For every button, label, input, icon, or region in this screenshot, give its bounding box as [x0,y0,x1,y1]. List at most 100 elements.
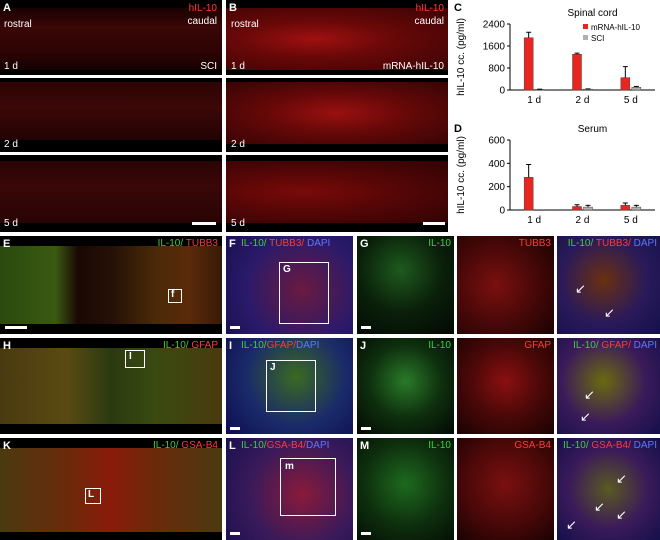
inset-box [279,262,329,324]
x-tick-label: 5 d [624,95,638,106]
panel-b-row1 [226,0,448,75]
panel-j-merge-label: IL-10/ GFAP/ DAPI [573,340,657,351]
channel-label-gfap: GFAP [524,340,551,351]
y-tick-label: 200 [488,182,505,193]
bar-sci [534,209,545,211]
inset-box [125,350,145,368]
panel-i [226,338,353,434]
y-tick-label: 1600 [483,42,506,53]
caudal-label: caudal [414,16,444,27]
inset-box-label: f [171,289,175,300]
panel-h-letter: H [3,340,11,352]
panel-m-letter: M [360,440,370,452]
scale-bar [230,326,240,329]
arrow-icon: ↙ [584,387,595,402]
panel-c-letter: C [454,2,462,14]
panel-j-merge [557,338,660,434]
spinal-cord-section [226,8,448,70]
panel-j-green [357,338,454,434]
channel-label-gsab4: GSA-B4 [514,440,551,451]
y-tick-label: 600 [488,136,505,147]
rostral-label: rostral [231,19,259,30]
hil10-label: hIL-10 [188,3,217,14]
scale-bar [423,222,445,225]
arrow-icon: ↙ [616,471,627,486]
inset-box-label: m [285,461,294,472]
panel-g-red [457,236,554,334]
scale-bar [5,326,27,329]
bar-sci [583,206,593,211]
panel-m-red [457,438,554,540]
panel-g-merge [557,236,660,334]
arrow-icon: ↙ [580,409,591,424]
time-5d-label: 5 d [4,218,18,229]
chart-title: Spinal cord [567,8,617,19]
panel-j-red [457,338,554,434]
x-tick-label: 1 d [527,95,541,106]
panel-a-row2 [0,78,222,152]
scale-bar [192,222,216,225]
bar-mrna [620,205,631,211]
scale-bar [361,532,371,535]
panel-g-green [357,236,454,334]
y-axis-label: hIL-10 cc. (pg/ml) [456,136,467,214]
inset-box-label: L [88,489,95,500]
panel-a-letter: A [3,2,11,14]
panel-d-letter: D [454,123,462,135]
panel-l [226,438,353,540]
panel-e-letter: E [3,238,11,250]
channel-label-tubb3: TUBB3 [518,238,551,249]
channel-label-il10: IL-10 [428,238,451,249]
panel-b-letter: B [229,2,237,14]
spinal-cord-section [0,8,222,70]
caudal-label: caudal [187,16,217,27]
spinal-cord-section [0,348,222,424]
scale-bar [230,427,240,430]
arrow-icon: ↙ [616,507,627,522]
legend-swatch [583,35,588,40]
panel-f-letter: F [229,238,236,250]
panel-g-letter: G [360,238,369,250]
x-tick-label: 5 d [624,215,638,226]
bar-mrna [523,177,534,211]
scale-bar [361,326,371,329]
bar-mrna [523,37,534,91]
time-2d-label: 2 d [231,139,245,150]
channel-label-il10: IL-10 [428,440,451,451]
panel-f [226,236,353,334]
panel-e [0,236,222,334]
panel-e-stain-label: IL-10/ TUBB3 [157,238,218,249]
y-axis-label: hIL-10 cc. (pg/ml) [456,18,467,96]
y-tick-label: 2400 [483,20,506,31]
panel-l-stain-label: IL-10/GSA-B4/DAPI [241,440,330,451]
bar-sci [631,87,642,91]
spinal-cord-section [226,161,448,223]
legend-swatch [583,24,588,29]
panel-l-letter: L [229,440,236,452]
arrow-icon: ↙ [575,281,586,296]
scale-bar [230,532,240,535]
panel-h-stain-label: IL-10/ GFAP [162,340,218,351]
panel-f-stain-label: IL-10/ TUBB3/ DAPI [241,238,331,249]
panel-a-row3 [0,155,222,232]
panel-m-merge-label: IL-10/ GSA-B4/ DAPI [563,440,657,451]
scale-bar [361,427,371,430]
legend-label: mRNA-hIL-10 [591,23,640,32]
panel-k-letter: K [3,440,11,452]
mrna-hil10-label: mRNA-hIL-10 [382,61,444,72]
bar-mrna [572,206,582,211]
y-tick-label: 400 [488,159,505,170]
x-tick-label: 2 d [576,95,590,106]
time-5d-label: 5 d [231,218,245,229]
panel-b-row2 [226,78,448,152]
arrow-icon: ↙ [566,517,577,532]
panel-g-merge-label: IL-10/ TUBB3/ DAPI [567,238,657,249]
time-1d-label: 1 d [231,61,245,72]
arrow-icon: ↙ [594,499,605,514]
spinal-cord-section [0,448,222,532]
channel-label-il10: IL-10 [428,340,451,351]
arrow-icon: ↙ [604,305,615,320]
panel-h [0,338,222,434]
panel-a-row1 [0,0,222,75]
spinal-cord-section [0,161,222,223]
